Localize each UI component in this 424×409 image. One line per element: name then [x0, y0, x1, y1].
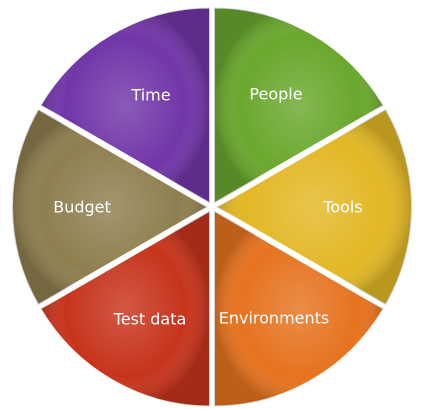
- segment-shading: [11, 109, 208, 305]
- segment-label-people: People: [249, 85, 302, 104]
- segment-shading: [216, 109, 412, 305]
- segment-label-environments: Environments: [219, 309, 330, 328]
- segment-label-time: Time: [130, 86, 170, 105]
- segment-shading: [214, 210, 384, 407]
- segment-shading: [214, 7, 384, 204]
- segment-label-test-data: Test data: [113, 310, 187, 329]
- segment-label-tools: Tools: [322, 198, 362, 217]
- segment-shading: [40, 210, 211, 407]
- segment-label-budget: Budget: [53, 198, 111, 217]
- segment-shading: [40, 7, 211, 204]
